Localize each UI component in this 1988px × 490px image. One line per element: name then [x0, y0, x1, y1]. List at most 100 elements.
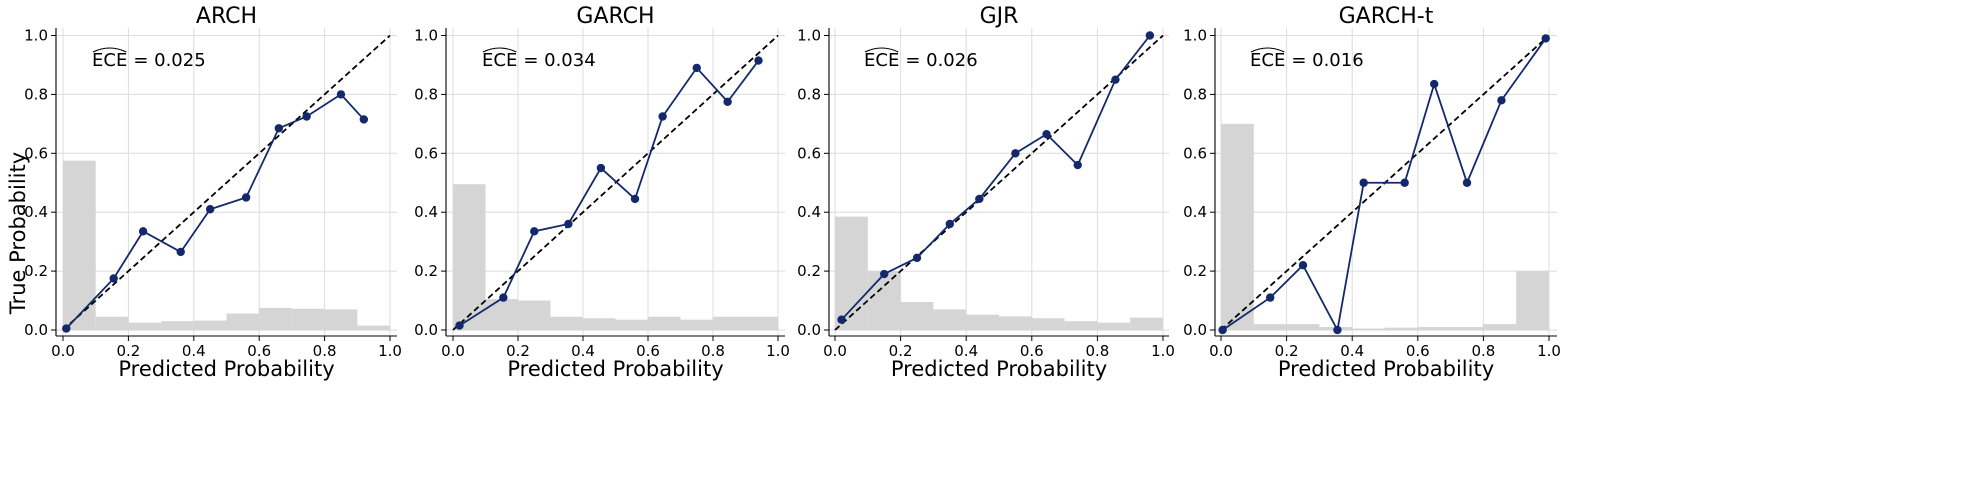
histogram-bar	[999, 316, 1032, 331]
calibration-point	[241, 193, 251, 202]
ece-label: ECE	[482, 50, 517, 71]
ece-annotation: ECE = 0.016	[1250, 47, 1364, 71]
x-tick-label: 0.0	[441, 342, 465, 360]
y-tick-label: 0.0	[797, 321, 821, 339]
calibration-point	[1430, 79, 1439, 89]
histogram-bar	[226, 313, 260, 331]
histogram-bar	[1253, 324, 1287, 331]
histogram-bar	[1385, 327, 1418, 331]
y-tick-label: 0.4	[24, 203, 48, 221]
y-tick-label: 0.6	[414, 144, 438, 162]
calibration-curve	[1222, 37, 1547, 333]
y-tick-label: 0.8	[1183, 85, 1207, 103]
calibration-curve	[65, 93, 365, 330]
histogram-bar	[1417, 327, 1451, 331]
histogram-bar	[1286, 324, 1320, 331]
calibration-point	[945, 219, 954, 229]
y-tick-label: 0.0	[24, 321, 48, 339]
calibration-point	[138, 227, 148, 236]
y-tick-label: 0.8	[24, 85, 48, 103]
figure-ylabel: True Probability	[6, 152, 30, 315]
calibration-point	[205, 205, 215, 214]
calibration-point	[1073, 160, 1082, 170]
calibration-point	[499, 293, 508, 302]
x-tick-label: 0.4	[182, 342, 206, 360]
ece-label: ECE	[1250, 50, 1285, 71]
chart-panel-2: 0.00.0 0.2 0.2 0.4 0.4 0.6 0.6 0.8 0.8 1.0 1.0 GARC…	[414, 4, 790, 381]
calibration-curve	[840, 34, 1151, 321]
histogram-bar	[933, 309, 967, 331]
histogram-bar	[1483, 324, 1517, 331]
calibration-point	[1042, 129, 1051, 139]
calibration-point	[455, 321, 464, 330]
calibration-point	[1359, 178, 1368, 187]
histogram-bar	[485, 299, 518, 331]
x-tick-label: 0.8	[313, 342, 337, 360]
calibration-curve	[459, 59, 760, 327]
histogram-bar	[1352, 328, 1385, 331]
ece-label: ECE	[92, 50, 127, 71]
histogram-bar	[1516, 271, 1549, 331]
x-tick-label: 0.8	[1085, 342, 1109, 360]
histogram-bar	[713, 316, 746, 331]
calibration-point	[630, 194, 640, 204]
calibration-point	[723, 97, 732, 106]
x-tick-label: 0.0	[1209, 342, 1233, 360]
histogram-bar	[291, 308, 325, 331]
x-tick-label: 0.4	[571, 342, 595, 360]
histogram-bar	[966, 314, 999, 331]
calibration-point	[1111, 75, 1120, 84]
histogram-bar	[1130, 317, 1163, 331]
perfect-calibration-line	[62, 34, 391, 331]
histogram-bar	[1031, 318, 1065, 331]
calibration-point	[1218, 325, 1227, 335]
histogram-bar	[324, 309, 358, 331]
y-tick-label: 0.2	[1183, 262, 1207, 280]
x-tick-label: 1.0	[1151, 342, 1175, 360]
calibration-point	[658, 112, 667, 121]
calibration-point	[530, 227, 539, 236]
ece-hat-mark	[1250, 47, 1285, 53]
x-tick-label: 0.4	[1340, 342, 1364, 360]
y-tick-label: 1.0	[1183, 27, 1207, 45]
perfect-calibration-line	[834, 34, 1164, 331]
ece-value: = 0.026	[905, 50, 977, 71]
x-axis-label: Predicted Probability	[118, 357, 334, 381]
calibration-point	[564, 219, 573, 229]
calibration-point	[596, 163, 606, 173]
x-tick-label: 0.8	[701, 342, 725, 360]
histogram-bar	[583, 318, 616, 331]
calibration-point	[1497, 96, 1506, 105]
x-tick-label: 0.6	[1406, 342, 1430, 360]
calibration-point	[754, 56, 763, 65]
x-tick-label: 0.6	[1020, 342, 1044, 360]
y-tick-label: 0.4	[797, 203, 821, 221]
calibration-point	[1011, 149, 1020, 158]
calibration-point	[1145, 31, 1155, 40]
chart-panel-4: 0.00.0 0.2 0.2 0.4 0.4 0.6 0.6 0.8 0.8 1.0 1.0 GARC…	[1183, 4, 1561, 381]
histogram-bar	[550, 316, 583, 331]
x-tick-label: 0.6	[247, 342, 271, 360]
x-axis-label: Predicted Probability	[1278, 357, 1494, 381]
histogram-bar	[95, 316, 129, 331]
chart-title: GARCH	[576, 4, 654, 29]
x-tick-label: 0.2	[506, 342, 530, 360]
y-tick-label: 0.0	[414, 321, 438, 339]
x-tick-label: 0.2	[116, 342, 140, 360]
perfect-calibration-line	[452, 34, 779, 331]
calibration-point	[912, 253, 922, 263]
histogram-bar	[835, 216, 868, 331]
ece-value: = 0.016	[1291, 50, 1363, 71]
ece-value: = 0.025	[133, 50, 205, 71]
calibration-point	[1333, 325, 1342, 335]
histogram-bar	[1221, 123, 1254, 331]
y-tick-label: 0.6	[24, 144, 48, 162]
x-tick-label: 1.0	[766, 342, 790, 360]
x-tick-label: 0.2	[889, 342, 913, 360]
ece-hat-mark	[482, 47, 517, 53]
y-tick-label: 0.6	[1183, 144, 1207, 162]
calibration-point	[302, 112, 311, 121]
histogram-bar	[745, 316, 778, 331]
calibration-point	[109, 274, 118, 283]
